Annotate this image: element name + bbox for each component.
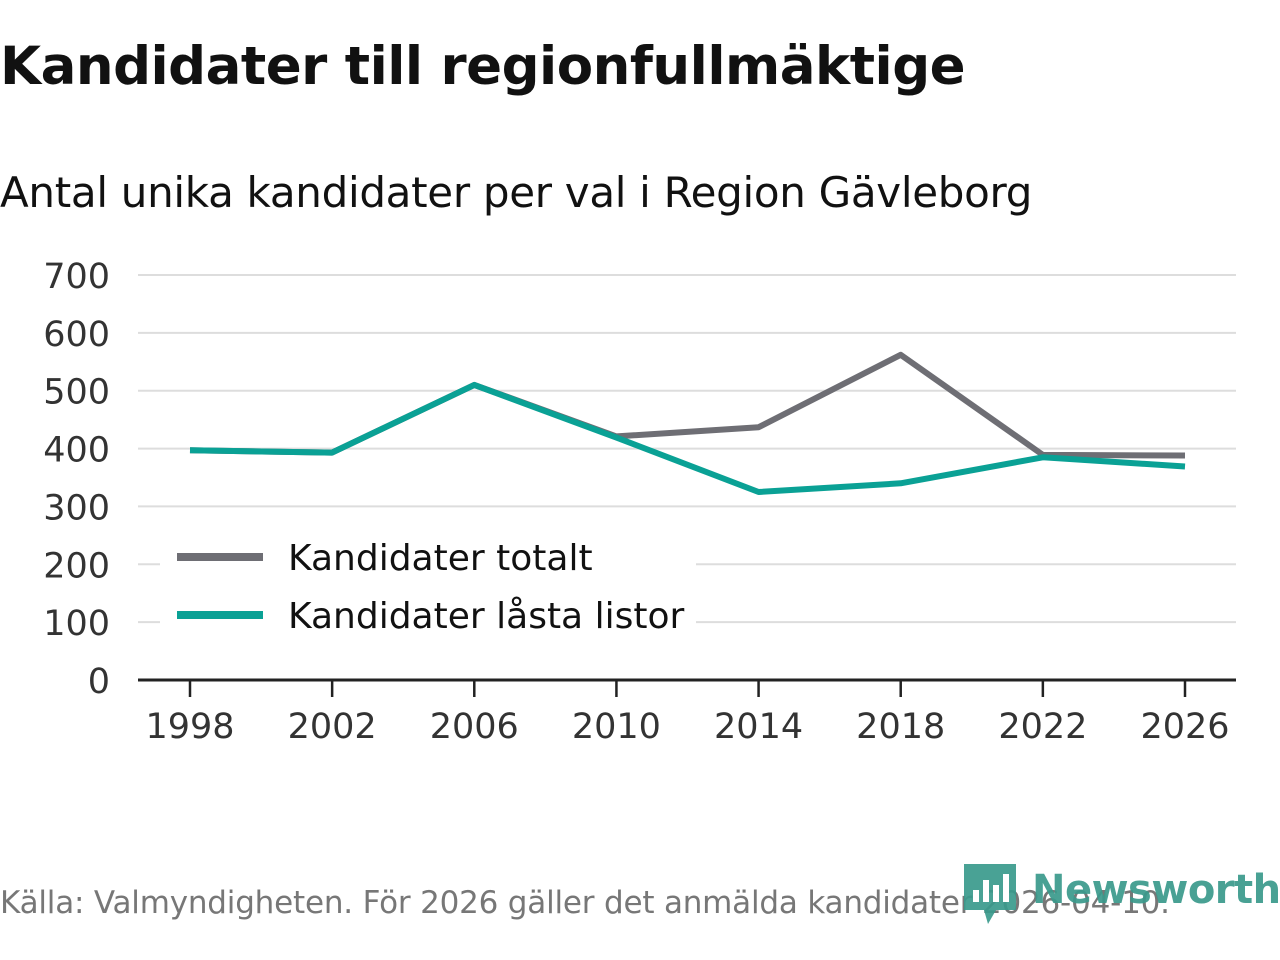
newsworthy-logo-icon (964, 864, 1016, 924)
series-line-1 (189, 351, 1186, 459)
x-tick-label: 2026 (1140, 707, 1229, 747)
y-tick-label: 100 (43, 604, 110, 644)
chart-title: Kandidater till regionfullmäktige (0, 36, 966, 97)
x-tick-label: 2018 (856, 707, 945, 747)
x-tick-label: 2002 (288, 707, 377, 747)
y-tick-label: 300 (43, 488, 110, 528)
y-tick-label: 700 (43, 257, 110, 297)
x-axis-ticks: 1998 2002 2006 2010 2014 2018 2022 2026 (145, 680, 1230, 747)
y-tick-label: 600 (43, 315, 110, 355)
x-tick-label: 1998 (145, 707, 234, 747)
legend-background (160, 528, 696, 638)
y-axis-tick-labels: 0 100 200 300 400 500 600 700 (43, 257, 110, 702)
y-tick-label: 400 (43, 431, 110, 471)
brand-logo: Newsworthy (964, 864, 1280, 928)
y-tick-label: 200 (43, 546, 110, 586)
y-tick-label: 0 (88, 662, 110, 702)
legend-label-2: Kandidater låsta listor (288, 596, 684, 637)
series-lines (189, 351, 1186, 495)
x-tick-label: 2022 (998, 707, 1087, 747)
x-tick-label: 2010 (572, 707, 661, 747)
chart-subtitle: Antal unika kandidater per val i Region … (0, 168, 1033, 217)
y-tick-label: 500 (43, 373, 110, 413)
legend-label-1: Kandidater totalt (288, 538, 593, 579)
x-tick-label: 2006 (430, 707, 519, 747)
legend: Kandidater totalt Kandidater låsta listor (160, 528, 696, 638)
series-line-2 (189, 381, 1186, 495)
brand-name: Newsworthy (1032, 867, 1280, 913)
x-tick-label: 2014 (714, 707, 803, 747)
